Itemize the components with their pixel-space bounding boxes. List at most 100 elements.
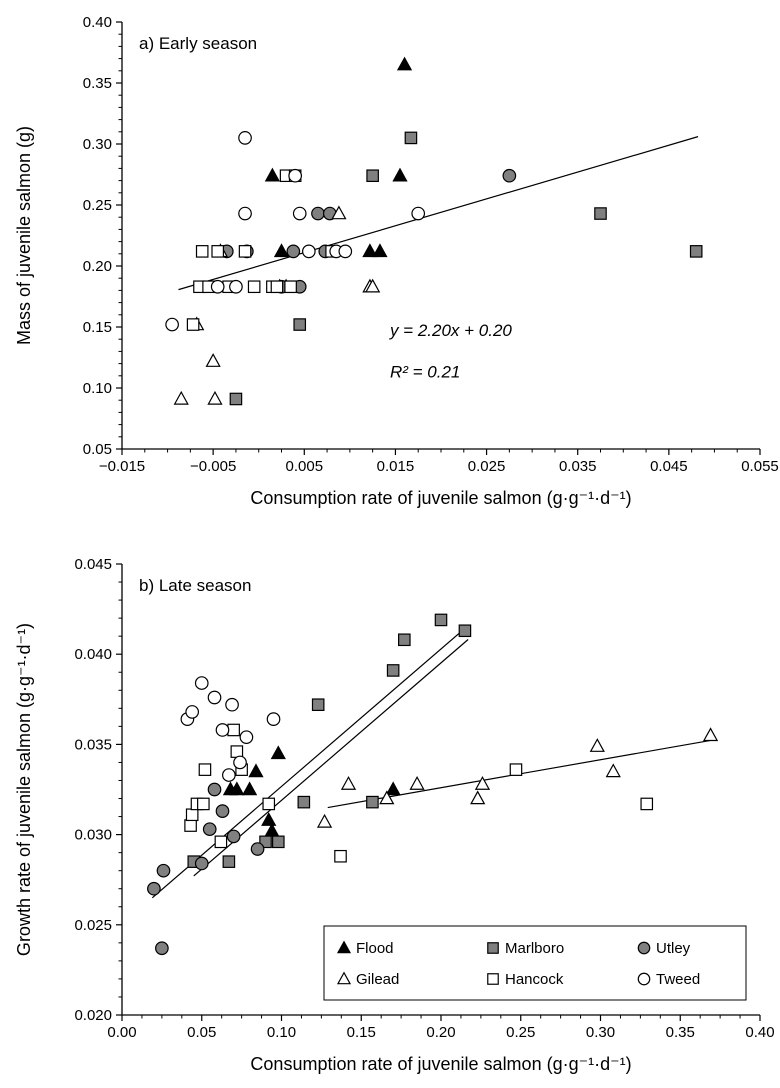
marker-tweed — [229, 279, 243, 294]
marker-hancock — [211, 245, 224, 258]
marker-tweed — [338, 244, 353, 259]
marker-flood — [229, 781, 245, 796]
legend-marker-marlboro — [487, 942, 499, 954]
legend-label-tweed: Tweed — [656, 971, 700, 988]
marker-utley — [194, 856, 209, 871]
marker-tweed — [233, 755, 247, 770]
legend-marker-flood — [336, 940, 352, 954]
panel-b-x-tick-label: 0.15 — [347, 1024, 376, 1041]
marker-gilead — [589, 738, 605, 752]
panel-b-label: b) Late season — [139, 576, 251, 595]
panel-a-x-tick-label: −0.015 — [99, 458, 145, 475]
marker-hancock — [247, 280, 261, 294]
legend-label-marlboro: Marlboro — [505, 940, 564, 957]
legend: Flood Marlboro Utley Gilead Hancock Tweed — [323, 925, 747, 1001]
marker-gilead — [605, 763, 621, 778]
marker-flood — [261, 812, 277, 826]
marker-hancock — [198, 763, 212, 776]
marker-utley — [250, 842, 265, 856]
marker-gilead — [207, 390, 223, 405]
panel-a-x-tick-label: 0.035 — [559, 458, 597, 475]
marker-marlboro — [594, 207, 607, 220]
panel-a-x-tick-label: 0.025 — [468, 458, 506, 475]
panel-a-fit-lines — [178, 136, 699, 291]
marker-tweed — [185, 705, 200, 719]
marker-marlboro — [398, 633, 411, 647]
marker-marlboro — [689, 245, 703, 258]
marker-utley — [156, 863, 171, 878]
marker-marlboro — [222, 855, 236, 868]
marker-marlboro — [259, 835, 272, 849]
marker-flood — [372, 243, 388, 258]
marker-hancock — [334, 849, 347, 863]
legend-label-utley: Utley — [656, 940, 691, 957]
marker-hancock — [184, 819, 197, 832]
legend-marker-utley — [637, 941, 651, 955]
marker-utley — [155, 941, 169, 956]
marker-gilead — [340, 776, 357, 790]
marker-tweed — [288, 168, 303, 183]
marker-marlboro — [386, 664, 400, 677]
marker-utley — [286, 244, 301, 259]
panel-b-x-tick-label: 0.20 — [426, 1024, 455, 1041]
marker-utley — [147, 881, 161, 896]
marker-hancock — [238, 245, 252, 258]
marker-gilead — [474, 776, 491, 790]
marker-marlboro — [404, 131, 418, 145]
marker-tweed — [207, 690, 222, 705]
marker-marlboro — [366, 795, 379, 809]
marker-hancock — [197, 797, 210, 811]
panel-b-markers — [147, 613, 719, 956]
marker-marlboro — [366, 169, 379, 183]
marker-tweed — [302, 244, 316, 259]
marker-tweed — [225, 697, 239, 712]
panel-b-ticks: 0.00 0.05 0.10 0.15 0.20 0.25 0.30 0.35 0.40 0.02… — [74, 556, 774, 1041]
panel-a-chart: −0.015 −0.005 0.005 0.015 0.025 0.035 0.045 0.0… — [14, 14, 779, 508]
panel-a-r-squared: R² = 0.21 — [390, 363, 460, 382]
marker-marlboro — [458, 624, 472, 638]
marker-marlboro — [311, 698, 325, 712]
marker-utley — [202, 822, 217, 837]
panel-a-y-tick-label: 0.35 — [83, 75, 112, 92]
marker-flood — [264, 822, 280, 837]
panel-a-y-tick-label: 0.40 — [83, 14, 112, 31]
marker-flood — [385, 781, 401, 796]
marker-hancock — [186, 318, 200, 331]
marker-utley — [226, 829, 241, 844]
panel-b-x-axis-label: Consumption rate of juvenile salmon (g·g… — [250, 1054, 631, 1074]
panel-a-label: a) Early season — [139, 34, 257, 53]
panel-b-chart: 0.00 0.05 0.10 0.15 0.20 0.25 0.30 0.35 0.40 0.02… — [14, 556, 775, 1074]
panel-a-markers — [165, 56, 703, 406]
panel-b-x-tick-label: 0.30 — [586, 1024, 615, 1041]
marker-marlboro — [434, 613, 448, 627]
marker-gilead — [173, 390, 189, 405]
marker-tweed — [238, 206, 252, 221]
marker-hancock — [195, 245, 209, 258]
marker-hancock — [262, 797, 276, 811]
panel-a-x-tick-label: 0.015 — [377, 458, 415, 475]
marker-hancock — [214, 835, 228, 849]
marker-marlboro — [293, 318, 307, 331]
panel-a-fit-line-1 — [178, 136, 699, 291]
panel-a-y-tick-label: 0.05 — [83, 441, 112, 458]
legend-box — [323, 925, 747, 1001]
panel-b-x-tick-label: 0.25 — [506, 1024, 535, 1041]
legend-marker-tweed — [637, 972, 651, 986]
panel-a-ticks: −0.015 −0.005 0.005 0.015 0.025 0.035 0.045 0.0… — [83, 14, 779, 475]
marker-gilead — [702, 727, 719, 742]
panel-b-x-tick-label: 0.00 — [107, 1024, 136, 1041]
marker-hancock — [185, 808, 199, 822]
legend-marker-hancock — [487, 973, 499, 985]
marker-hancock — [284, 280, 297, 294]
marker-tweed — [210, 279, 225, 294]
marker-gilead — [316, 813, 333, 828]
panel-b-x-tick-label: 0.05 — [187, 1024, 216, 1041]
marker-marlboro — [229, 392, 243, 406]
marker-flood — [396, 56, 413, 71]
marker-flood — [362, 243, 378, 258]
marker-utley — [207, 782, 222, 797]
marker-utley — [215, 804, 230, 818]
panel-a-y-axis-label: Mass of juvenile salmon (g) — [14, 126, 34, 345]
panel-a-equation: y = 2.20x + 0.20 — [389, 321, 512, 340]
